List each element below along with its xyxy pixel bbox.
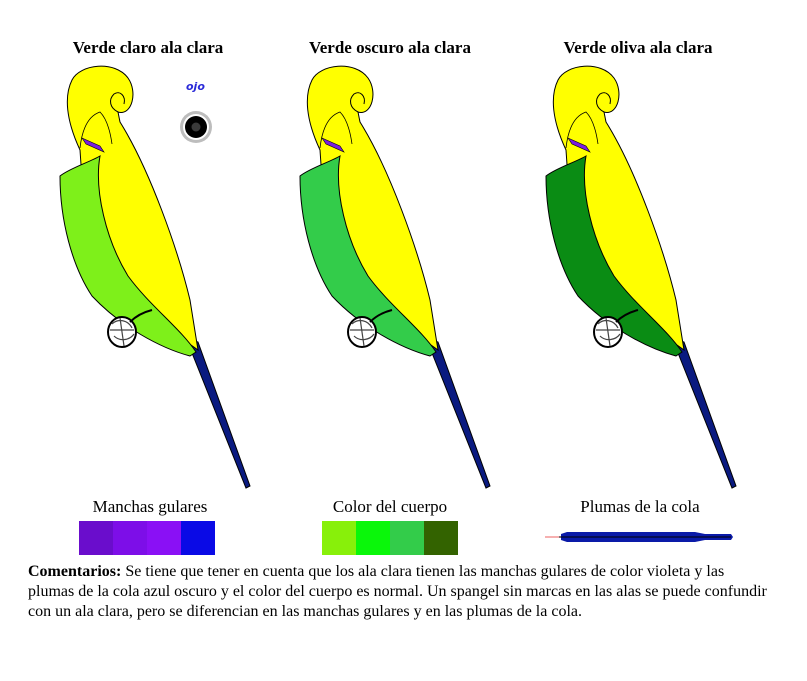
throat-spot — [567, 137, 591, 153]
leg — [615, 309, 639, 323]
throat-spot — [81, 137, 105, 153]
leg — [369, 309, 393, 323]
tail-feathers — [185, 337, 251, 489]
comments-text: Se tiene que tener en cuenta que los ala… — [28, 563, 767, 620]
wing — [552, 65, 685, 352]
foot-claws — [596, 317, 621, 347]
head-curl — [596, 92, 611, 113]
body-color-label: Color del cuerpo — [332, 497, 448, 516]
throat-spot-swatch-4 — [181, 521, 215, 555]
bird-illustration-dark-green — [299, 65, 491, 489]
bird-title-olive-green: Verde oliva ala clara — [563, 38, 713, 57]
body-color-swatch-3 — [390, 521, 424, 555]
throat-spots-swatches — [79, 521, 215, 555]
head-curl — [350, 92, 365, 113]
tail-feather-sample — [545, 532, 733, 542]
eye-icon — [180, 111, 212, 143]
body — [59, 155, 197, 357]
comments-label: Comentarios: — [28, 563, 122, 580]
throat-spot-swatch-3 — [147, 521, 181, 555]
body-color-swatches — [322, 521, 458, 555]
throat-spots-label: Manchas gulares — [92, 497, 208, 516]
throat-spot — [321, 137, 345, 153]
face-outline — [319, 111, 353, 149]
tail-feathers — [425, 337, 491, 489]
foot-claws — [350, 317, 375, 347]
bird-illustration-olive-green — [545, 65, 737, 489]
tail-feathers-label: Plumas de la cola — [580, 497, 700, 516]
eye-label: ojo — [186, 80, 205, 93]
body — [545, 155, 683, 357]
body-color-swatch-1 — [322, 521, 356, 555]
head-curl — [110, 92, 125, 113]
leg — [129, 309, 153, 323]
body-color-swatch-2 — [356, 521, 390, 555]
wing — [66, 65, 199, 352]
body-color-swatch-4 — [424, 521, 458, 555]
face-outline — [79, 111, 113, 149]
wing — [306, 65, 439, 352]
face-outline — [565, 111, 599, 149]
bird-title-light-green: Verde claro ala clara — [72, 38, 224, 57]
bird-illustration-light-green — [59, 65, 251, 489]
foot-claws — [110, 317, 135, 347]
throat-spot-swatch-1 — [79, 521, 113, 555]
comments-paragraph: Comentarios: Se tiene que tener en cuent… — [28, 562, 773, 622]
body — [299, 155, 437, 357]
tail-feathers — [671, 337, 737, 489]
throat-spot-swatch-2 — [113, 521, 147, 555]
bird-title-dark-green: Verde oscuro ala clara — [309, 38, 471, 57]
